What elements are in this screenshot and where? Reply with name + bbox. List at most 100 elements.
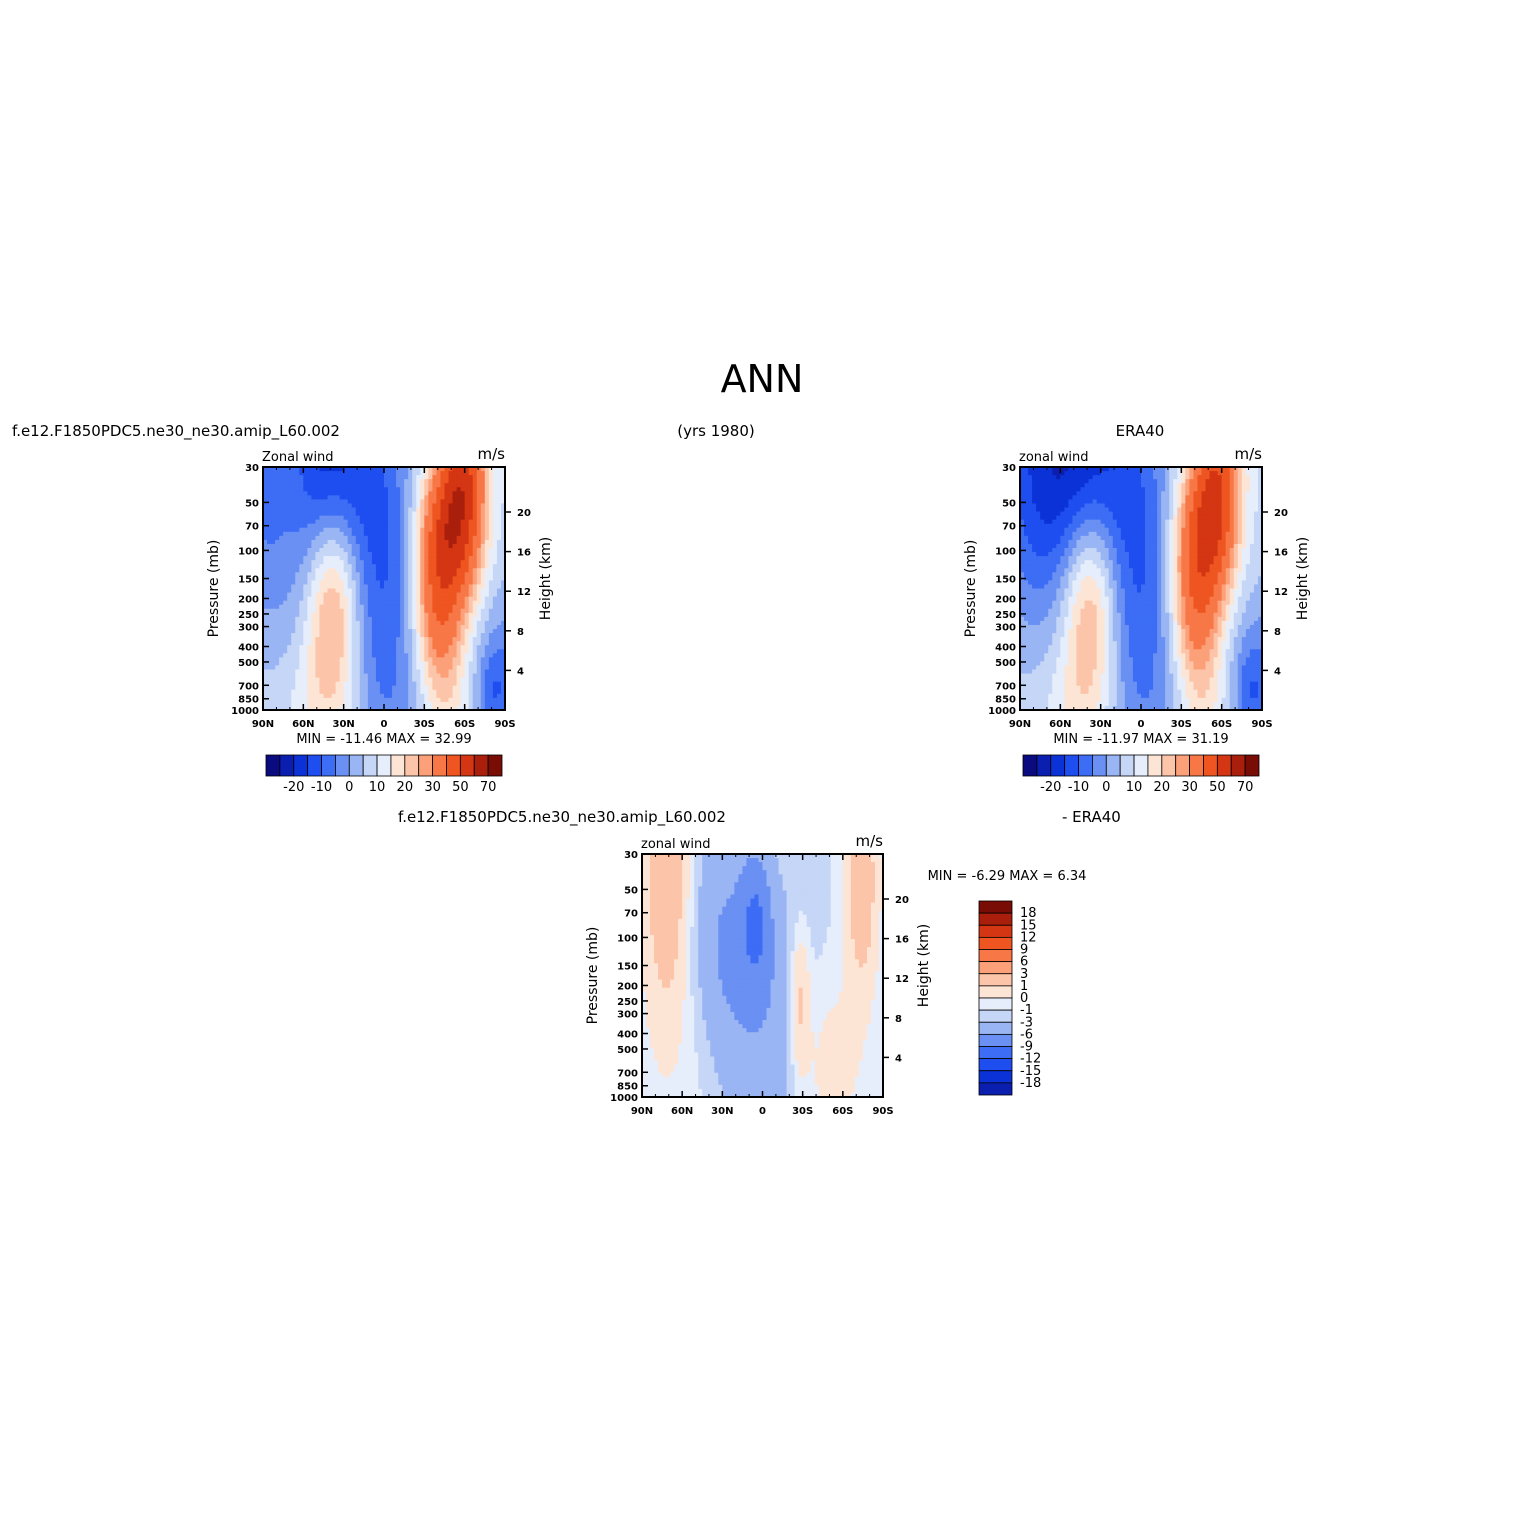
contour-cell (335, 487, 341, 492)
contour-cell (448, 693, 454, 699)
contour-cell (1076, 503, 1082, 509)
contour-cell (1064, 633, 1069, 638)
contour-cell (267, 689, 272, 695)
contour-cell (400, 596, 405, 602)
contour-cell (396, 701, 401, 707)
contour-cell (1096, 560, 1102, 565)
contour-cell (456, 620, 462, 626)
contour-cell (1076, 483, 1082, 488)
contour-cell (440, 705, 446, 711)
contour-cell (452, 596, 458, 602)
contour-cell (359, 669, 365, 675)
contour-cell (1020, 689, 1025, 695)
contour-cell (375, 596, 381, 602)
contour-cell (311, 685, 317, 691)
contour-cell (319, 531, 325, 537)
contour-cell (335, 673, 341, 679)
contour-cell (303, 580, 308, 586)
contour-cell (480, 535, 486, 541)
contour-cell (1052, 539, 1057, 545)
contour-cell (1060, 572, 1065, 577)
contour-cell (488, 596, 494, 602)
contour-cell (472, 693, 478, 699)
contour-cell (448, 580, 454, 586)
contour-cell (267, 471, 272, 476)
contour-cell (1096, 568, 1102, 573)
contour-cell (1028, 564, 1033, 569)
contour-cell (323, 681, 329, 687)
contour-cell (1052, 560, 1057, 565)
contour-cell (500, 584, 506, 590)
contour-cell (448, 645, 454, 650)
contour-cell (420, 657, 425, 662)
contour-cell (440, 584, 446, 590)
contour-cell (1020, 604, 1025, 610)
contour-cell (375, 564, 381, 569)
contour-cell (283, 624, 288, 630)
contour-cell (416, 677, 421, 683)
contour-cell (432, 535, 438, 541)
contour-cell (1056, 592, 1061, 598)
contour-cell (432, 604, 438, 610)
contour-cell (291, 612, 296, 618)
contour-cell (436, 669, 442, 675)
contour-cell (1068, 479, 1074, 484)
contour-cell (448, 515, 454, 521)
contour-cell (1056, 515, 1061, 521)
contour-cell (307, 669, 312, 675)
contour-cell (428, 584, 433, 590)
contour-cell (480, 560, 486, 565)
contour-cell (416, 705, 421, 711)
contour-cell (267, 641, 272, 646)
contour-cell (404, 689, 409, 695)
contour-cell (1088, 689, 1094, 695)
contour-cell (476, 560, 482, 565)
contour-cell (452, 503, 458, 509)
contour-cell (460, 604, 466, 610)
contour-cell (488, 539, 494, 545)
contour-cell (400, 685, 405, 691)
contour-cell (379, 637, 385, 642)
contour-cell (456, 471, 462, 476)
contour-cell (440, 669, 446, 675)
contour-cell (283, 701, 288, 707)
contour-cell (367, 697, 373, 703)
contour-cell (295, 592, 300, 598)
contour-cell (307, 653, 312, 658)
contour-cell (299, 507, 304, 513)
contour-cell (351, 560, 357, 565)
contour-cell (367, 483, 373, 488)
contour-cell (343, 624, 349, 630)
contour-cell (319, 576, 325, 581)
contour-cell (371, 677, 377, 683)
contour-cell (347, 535, 353, 541)
contour-cell (307, 633, 312, 638)
contour-cell (263, 543, 268, 549)
contour-cell (476, 564, 482, 569)
contour-cell (1048, 608, 1053, 614)
contour-cell (488, 580, 494, 586)
contour-cell (432, 705, 438, 711)
contour-cell (476, 580, 482, 586)
contour-cell (295, 637, 300, 642)
contour-cell (279, 693, 284, 699)
contour-cell (311, 645, 317, 650)
contour-cell (263, 592, 268, 598)
contour-cell (452, 681, 458, 687)
contour-cell (400, 608, 405, 614)
contour-cell (1056, 576, 1061, 581)
contour-cell (472, 649, 478, 654)
contour-cell (388, 685, 393, 691)
contour-cell (1088, 467, 1094, 472)
contour-cell (432, 653, 438, 658)
contour-cell (275, 568, 280, 573)
contour-cell (464, 608, 470, 614)
contour-cell (315, 665, 321, 671)
contour-cell (367, 543, 373, 549)
contour-cell (327, 653, 333, 658)
contour-cell (472, 515, 478, 521)
contour-cell (456, 475, 462, 480)
contour-cell (484, 495, 490, 500)
contour-cell (1072, 515, 1078, 521)
contour-cell (299, 499, 304, 505)
